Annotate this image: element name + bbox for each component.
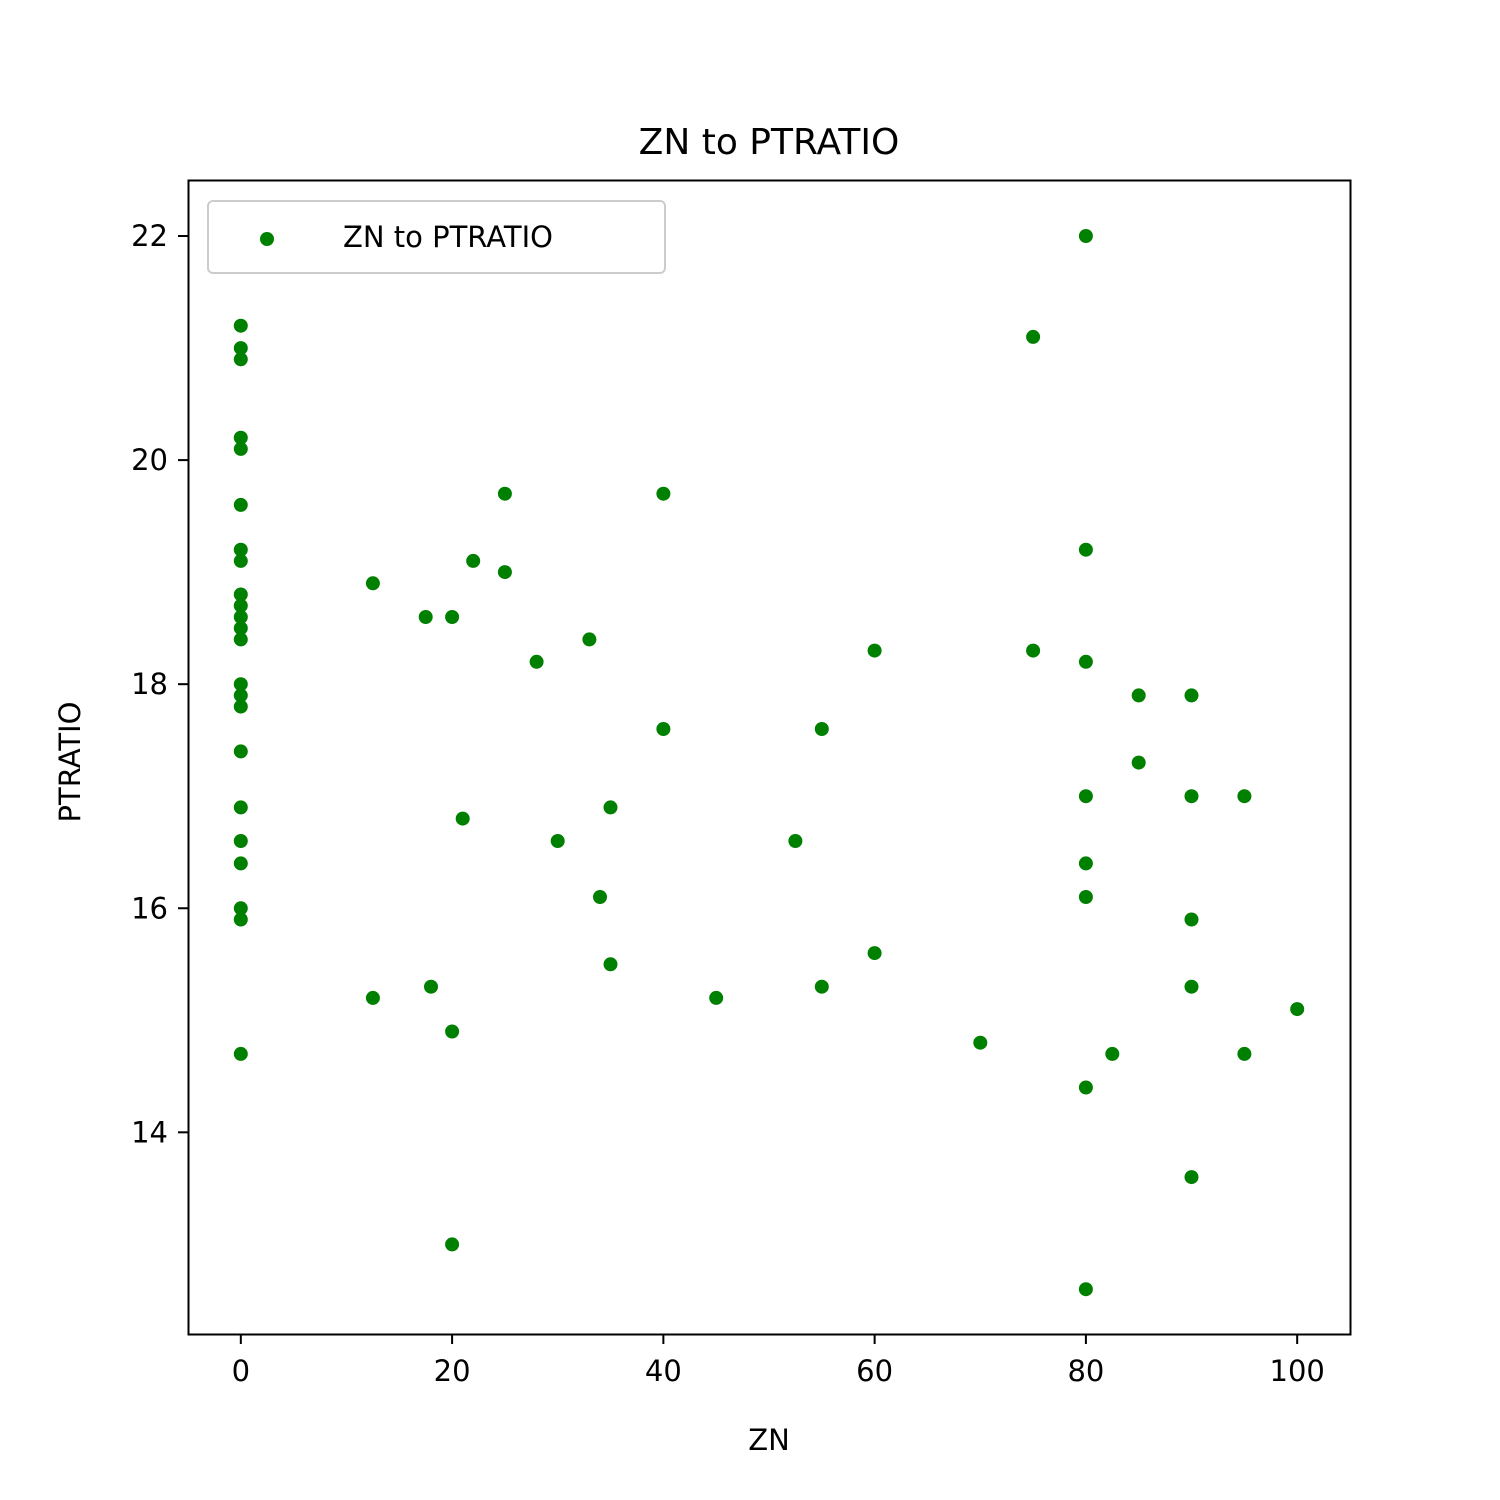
y-axis-ticks: 14 16 18 20 22 [131, 219, 188, 1149]
data-point [233, 912, 248, 927]
data-point [445, 1024, 460, 1039]
y-tick-label: 22 [131, 219, 168, 253]
data-point [497, 565, 512, 580]
legend-label: ZN to PTRATIO [343, 220, 553, 254]
data-point [233, 598, 248, 613]
x-tick-label: 0 [232, 1354, 250, 1388]
data-point [550, 834, 565, 848]
data-point [445, 610, 460, 624]
data-point [814, 979, 829, 994]
data-point [233, 688, 248, 703]
x-axis-ticks: 0 20 40 60 80 100 [232, 1334, 1325, 1388]
data-point [1078, 1282, 1093, 1297]
x-tick-label: 100 [1270, 1354, 1325, 1388]
data-point [1237, 1046, 1252, 1061]
y-tick-label: 14 [131, 1115, 168, 1149]
data-point [1184, 979, 1199, 994]
data-point [365, 990, 380, 1005]
legend: ZN to PTRATIO [207, 200, 666, 274]
data-point [1078, 856, 1093, 871]
x-tick-label: 80 [1067, 1354, 1104, 1388]
data-point [1105, 1046, 1120, 1061]
data-point [233, 699, 248, 714]
data-point [1131, 755, 1146, 770]
data-point [233, 834, 248, 848]
data-point [603, 800, 618, 815]
data-point [233, 632, 248, 647]
y-tick-label: 16 [131, 891, 168, 925]
data-point [233, 677, 248, 692]
x-tick-label: 20 [434, 1354, 471, 1388]
data-point [445, 1237, 460, 1252]
data-point [233, 341, 248, 356]
data-point [788, 834, 803, 848]
data-point [973, 1035, 988, 1050]
data-point [1026, 643, 1041, 658]
data-point [656, 722, 671, 736]
data-point [233, 352, 248, 367]
data-point [233, 587, 248, 602]
data-point [1184, 789, 1199, 804]
x-tick-label: 40 [645, 1354, 682, 1388]
data-point [233, 430, 248, 445]
data-point [233, 497, 248, 512]
data-point [233, 441, 248, 456]
data-point [709, 990, 724, 1005]
data-point [867, 946, 882, 961]
plot-frame [187, 179, 1352, 1336]
y-tick-label: 18 [131, 667, 168, 701]
data-point [867, 643, 882, 658]
data-point [233, 542, 248, 557]
data-point [233, 621, 248, 636]
data-point [1131, 688, 1146, 703]
data-point [365, 576, 380, 591]
data-point [1026, 329, 1041, 344]
data-point [1290, 1002, 1305, 1017]
data-point [1237, 789, 1252, 804]
chart-title: ZN to PTRATIO [639, 122, 900, 163]
data-point [455, 811, 470, 826]
data-point [466, 553, 481, 568]
data-point [1078, 1080, 1093, 1095]
data-point [1184, 912, 1199, 927]
data-point [603, 957, 618, 972]
data-point [497, 486, 512, 501]
x-tick-label: 60 [856, 1354, 893, 1388]
data-point [233, 744, 248, 759]
data-point [1184, 1170, 1199, 1185]
points-layer [233, 229, 1305, 1297]
data-point [233, 800, 248, 815]
data-point [233, 610, 248, 624]
data-point [1184, 688, 1199, 703]
y-axis-label: PTRATIO [53, 702, 87, 823]
data-point [593, 890, 607, 904]
data-point [814, 722, 829, 736]
data-point [233, 553, 248, 568]
data-point [1078, 890, 1093, 904]
data-point [582, 632, 597, 647]
data-point [1078, 542, 1093, 557]
data-point [233, 856, 248, 871]
legend-frame [207, 200, 666, 274]
data-point [418, 610, 433, 624]
data-point [424, 979, 438, 994]
data-point [233, 901, 248, 916]
data-point [233, 1046, 248, 1061]
legend-marker [260, 232, 274, 246]
y-tick-label: 20 [131, 443, 168, 477]
data-point [1078, 654, 1093, 669]
data-point [233, 318, 248, 333]
data-point [1078, 789, 1093, 804]
x-axis-label: ZN [748, 1423, 790, 1457]
data-point [656, 486, 671, 501]
data-point [1078, 229, 1093, 243]
data-point [529, 654, 544, 669]
